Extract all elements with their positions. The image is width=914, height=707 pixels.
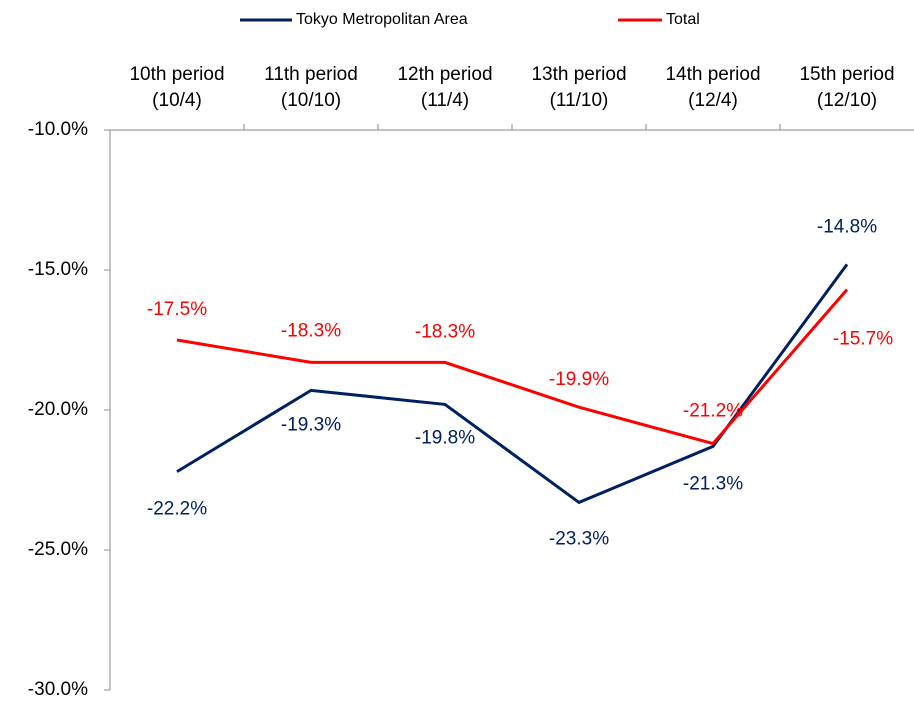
x-tick-label: 10th period (10/4) [129,64,224,111]
data-label: -14.8% [817,216,877,237]
series-line [176,288,849,446]
y-tick-label: -25.0% [28,539,88,560]
y-tick-label: -10.0% [28,119,88,140]
x-tick-label: 11th period (10/10) [264,64,358,111]
data-label: -19.9% [549,369,609,390]
data-label: -15.7% [833,329,893,350]
data-label: -23.3% [549,528,609,549]
y-tick-label: -30.0% [28,679,88,700]
data-label: -22.2% [147,499,207,520]
data-label: -18.3% [281,320,341,341]
data-label: -19.3% [281,414,341,435]
data-label: -17.5% [147,299,207,320]
x-tick-label: 14th period (12/4) [665,64,760,111]
data-label: -18.3% [415,321,475,342]
legend-label: Total [666,11,700,28]
x-tick-label: 12th period (11/4) [397,64,492,111]
y-tick-label: -20.0% [28,399,88,420]
data-label: -19.8% [415,427,475,448]
legend-label: Tokyo Metropolitan Area [296,11,468,28]
data-label: -21.2% [683,401,743,422]
x-tick-label: 15th period (12/10) [799,64,894,111]
data-label: -21.3% [683,473,743,494]
y-tick-label: -15.0% [28,259,88,280]
x-tick-label: 13th period (11/10) [531,64,626,111]
